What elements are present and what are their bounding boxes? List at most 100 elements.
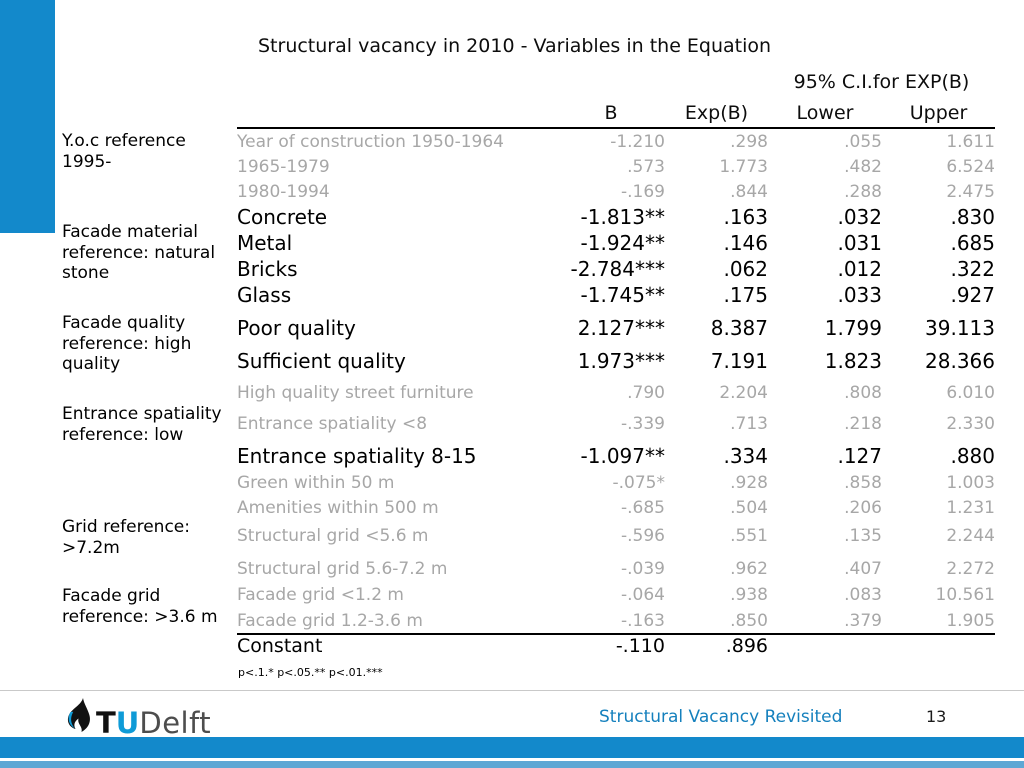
value-lower: .055 [844,131,882,152]
footer-divider [0,690,1024,691]
value-upper: 10.561 [935,584,995,605]
value-upper: 2.272 [946,558,995,579]
row-label: Poor quality [237,315,356,340]
row-label: Amenities within 500 m [237,497,439,518]
value-lower: 1.823 [824,348,882,373]
table-row: Facade grid <1.2 m -.064 .938 .083 10.561 [237,581,995,607]
value-lower: .482 [844,156,882,177]
value-lower: .218 [844,413,882,434]
value-lower: .407 [844,558,882,579]
row-label: Bricks [237,256,298,281]
value-b: -1.097** [580,443,665,468]
column-header-upper: Upper [909,102,968,124]
value-expb: .551 [730,525,768,546]
group-label-facade-quality: Facade quality reference: high quality [62,313,192,375]
logo-text-t: T [96,706,116,740]
value-expb: .844 [730,181,768,202]
value-expb: 8.387 [710,315,768,340]
table-row: Concrete -1.813** .163 .032 .830 [237,204,995,230]
tudelft-logo: T U Delft [60,696,211,738]
value-b: .790 [627,382,665,403]
row-label: Sufficient quality [237,348,406,373]
table-row: Entrance spatiality <8 -.339 .713 .218 2.330 [237,405,995,436]
value-upper: .880 [950,443,995,468]
value-b: -1.813** [580,204,665,229]
ci-header: 95% C.I.for EXP(B) [793,71,970,93]
value-lower: .083 [844,584,882,605]
value-upper: 2.244 [946,525,995,546]
value-b: -2.784*** [570,256,665,281]
row-label: 1965-1979 [237,156,330,177]
value-expb: .163 [723,204,768,229]
table-row: Poor quality 2.127*** 8.387 1.799 39.113 [237,308,995,341]
value-lower: .858 [844,472,882,493]
table-row: Constant -.110 .896 [237,633,995,659]
value-upper: 1.003 [946,472,995,493]
value-b: -.064 [621,584,665,605]
value-b: -1.924** [580,230,665,255]
value-upper: 28.366 [925,348,995,373]
value-upper: .830 [950,204,995,229]
value-expb: .713 [730,413,768,434]
value-lower: .206 [844,497,882,518]
table-row: Facade grid 1.2-3.6 m -.163 .850 .379 1.905 [237,607,995,633]
value-b: -1.745** [580,282,665,307]
value-b: -.339 [621,413,665,434]
value-expb: .298 [730,131,768,152]
logo-text-u: U [115,706,140,740]
value-expb: .062 [723,256,768,281]
bottom-bar [0,737,1024,758]
table-row: Metal -1.924** .146 .031 .685 [237,230,995,256]
value-expb: 1.773 [719,156,768,177]
logo-text-delft: Delft [139,706,212,740]
table-row: Structural grid <5.6 m -.596 .551 .135 2.244 [237,520,995,548]
group-label-yoc: Y.o.c reference 1995- [62,131,186,172]
value-expb: .504 [730,497,768,518]
table-row: Bricks -2.784*** .062 .012 .322 [237,256,995,282]
value-upper: 1.905 [946,610,995,631]
value-upper: 6.524 [946,156,995,177]
group-label-entrance-spatiality: Entrance spatiality reference: low [62,404,222,445]
value-upper: 2.475 [946,181,995,202]
row-label: Metal [237,230,293,255]
value-expb: .938 [730,584,768,605]
value-b: -.110 [615,634,665,657]
value-b: -.163 [621,610,665,631]
row-label: Entrance spatiality <8 [237,413,428,434]
value-upper: 6.010 [946,382,995,403]
value-lower: .379 [844,610,882,631]
value-b: -.596 [621,525,665,546]
value-expb: 2.204 [719,382,768,403]
value-lower: .808 [844,382,882,403]
bottom-bar-light [0,761,1024,768]
group-label-grid: Grid reference: >7.2m [62,517,190,558]
row-label: Green within 50 m [237,472,395,493]
value-expb: .896 [725,634,768,657]
row-label: Structural grid 5.6-7.2 m [237,558,448,579]
table-row: Year of construction 1950-1964 -1.210 .298… [237,129,995,154]
row-label: Constant [237,634,323,657]
column-header-lower: Lower [796,102,854,124]
value-lower: .288 [844,181,882,202]
value-expb: 7.191 [710,348,768,373]
row-label: High quality street furniture [237,382,474,403]
footer-caption: Structural Vacancy Revisited [599,707,843,727]
value-lower: 1.799 [824,315,882,340]
table-row: Glass -1.745** .175 .033 .927 [237,282,995,308]
row-label: Structural grid <5.6 m [237,525,429,546]
table-row: Sufficient quality 1.973*** 7.191 1.823 28.3… [237,341,995,374]
table-header: B Exp(B) Lower Upper [237,100,995,129]
slide-title: Structural vacancy in 2010 - Variables i… [258,35,772,57]
flame-icon [67,698,90,732]
value-b: -.169 [621,181,665,202]
row-label: Glass [237,282,292,307]
row-label: Concrete [237,204,328,229]
value-lower: .135 [844,525,882,546]
column-header-expb: Exp(B) [684,102,749,124]
significance-footnote: p<.1.* p<.05.** p<.01.*** [238,666,383,679]
value-expb: .850 [730,610,768,631]
value-lower: .031 [837,230,882,255]
left-accent-bar [0,0,55,233]
row-label: Entrance spatiality 8-15 [237,443,477,468]
table-row: Amenities within 500 m -.685 .504 .206 1.231 [237,495,995,520]
